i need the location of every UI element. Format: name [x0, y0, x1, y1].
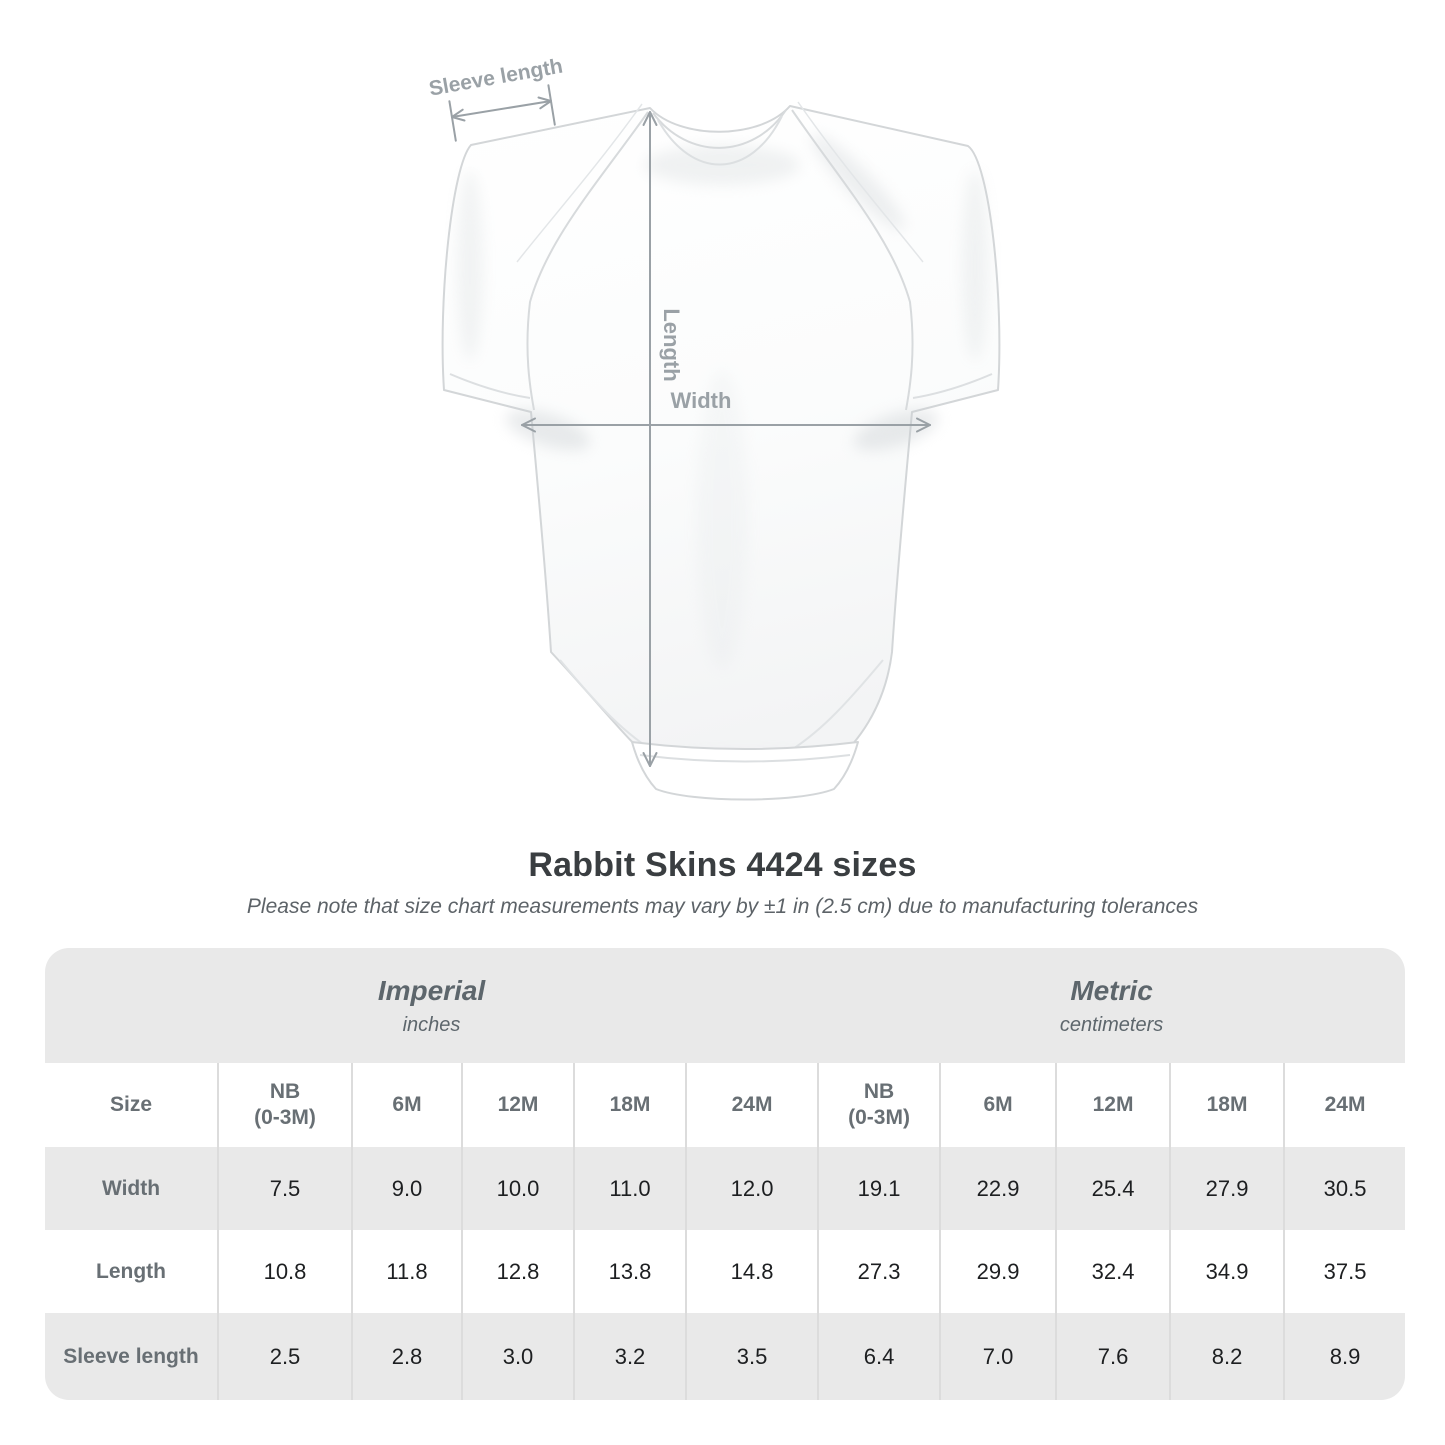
- size-value-cell: 13.8: [573, 1230, 686, 1313]
- row-label-sleeve-length: Sleeve length: [63, 1344, 199, 1368]
- column-header-metric-nb: NB (0-3M): [817, 1063, 941, 1147]
- imperial-group-header: Imperial inches: [45, 948, 819, 1063]
- size-value-cell: 37.5: [1283, 1230, 1405, 1313]
- size-value-cell: 11.0: [573, 1147, 686, 1230]
- size-chart: Imperial inches Metric centimeters Size …: [45, 948, 1405, 1400]
- column-header-row: Size NB (0-3M) 6M 12M 18M 24M NB (0-3M) …: [45, 1063, 1405, 1147]
- size-value-cell: 12.8: [461, 1230, 574, 1313]
- size-value-cell: 27.9: [1169, 1147, 1285, 1230]
- sleeve-length-arrow: [451, 96, 552, 122]
- page-title: Rabbit Skins 4424 sizes: [528, 846, 917, 884]
- size-value-cell: 2.8: [351, 1313, 462, 1400]
- size-value-cell: 30.5: [1283, 1147, 1405, 1230]
- tolerance-note: Please note that size chart measurements…: [246, 895, 1199, 918]
- length-row: Length 10.8 11.8 12.8 13.8 14.8 27.3 29.…: [45, 1230, 1405, 1313]
- size-value-cell: 3.0: [461, 1313, 574, 1400]
- column-header-imperial-6m: 6M: [351, 1063, 462, 1147]
- size-value-cell: 14.8: [684, 1230, 819, 1313]
- right-lap-seam: [791, 109, 914, 411]
- size-value-cell: 2.5: [217, 1313, 352, 1400]
- onesie-diagram-svg: Sleeve length Length Width: [427, 55, 1001, 801]
- size-value-cell: 11.8: [351, 1230, 462, 1313]
- size-value-cell: 22.9: [939, 1147, 1057, 1230]
- sleeve-length-extension-ticks: [448, 84, 556, 142]
- heading-block: Rabbit Skins 4424 sizes Please note that…: [0, 846, 1445, 919]
- size-value-cell: 34.9: [1169, 1230, 1285, 1313]
- column-header-metric-18m: 18M: [1169, 1063, 1285, 1147]
- size-value-cell: 9.0: [351, 1147, 462, 1230]
- size-value-cell: 10.0: [461, 1147, 574, 1230]
- crotch-flap-seam: [639, 754, 851, 763]
- width-row: Width 7.5 9.0 10.0 11.0 12.0 19.1 22.9 2…: [45, 1147, 1405, 1230]
- size-value-cell: 7.5: [217, 1147, 352, 1230]
- row-label-length: Length: [96, 1259, 166, 1283]
- sleeve-length-label: Sleeve length: [427, 55, 564, 101]
- size-value-cell: 6.4: [817, 1313, 941, 1400]
- column-header-metric-24m: 24M: [1283, 1063, 1405, 1147]
- size-value-cell: 10.8: [217, 1230, 352, 1313]
- imperial-unit: inches: [402, 1013, 461, 1036]
- metric-unit: centimeters: [1059, 1013, 1164, 1036]
- column-header-line1: NB: [863, 1079, 895, 1103]
- size-value-cell: 12.0: [684, 1147, 819, 1230]
- imperial-label: Imperial: [377, 974, 486, 1006]
- metric-label: Metric: [1070, 974, 1153, 1006]
- size-chart-table: Imperial inches Metric centimeters Size …: [45, 948, 1405, 1400]
- column-header-line1: NB: [269, 1079, 301, 1103]
- width-label: Width: [671, 388, 732, 413]
- column-header-line2: (0-3M): [848, 1106, 910, 1129]
- column-header-imperial-24m: 24M: [684, 1063, 819, 1147]
- left-lap-binding-seam: [516, 103, 643, 263]
- width-arrow: [521, 417, 931, 433]
- column-header-metric-6m: 6M: [939, 1063, 1057, 1147]
- metric-group-header: Metric centimeters: [818, 948, 1405, 1063]
- column-header-line2: (0-3M): [254, 1106, 316, 1129]
- size-value-cell: 19.1: [817, 1147, 941, 1230]
- size-value-cell: 27.3: [817, 1230, 941, 1313]
- size-value-cell: 32.4: [1055, 1230, 1171, 1313]
- neckband-inner-seam: [657, 115, 783, 166]
- size-value-cell: 3.2: [573, 1313, 686, 1400]
- column-header-imperial-18m: 18M: [573, 1063, 686, 1147]
- size-value-cell: 8.2: [1169, 1313, 1285, 1400]
- row-label-width: Width: [101, 1176, 161, 1200]
- size-value-cell: 7.0: [939, 1313, 1057, 1400]
- length-arrow: [642, 111, 658, 767]
- left-sleeve-hem-seam: [449, 373, 531, 399]
- sleeve-length-row: Sleeve length 2.5 2.8 3.0 3.2 3.5 6.4 7.…: [45, 1313, 1405, 1400]
- garment-figure: Sleeve length Length Width: [427, 55, 1001, 801]
- size-column-header: Size: [109, 1092, 153, 1116]
- crotch-flap: [631, 741, 859, 801]
- size-value-cell: 25.4: [1055, 1147, 1171, 1230]
- left-lap-seam: [526, 111, 649, 411]
- size-value-cell: 29.9: [939, 1230, 1057, 1313]
- column-header-metric-12m: 12M: [1055, 1063, 1171, 1147]
- right-sleeve-hem-seam: [912, 373, 993, 399]
- length-label: Length: [659, 308, 684, 381]
- neckband-outer-seam: [652, 109, 787, 149]
- right-lap-binding-seam: [797, 101, 924, 263]
- column-header-imperial-12m: 12M: [461, 1063, 574, 1147]
- size-value-cell: 3.5: [684, 1313, 819, 1400]
- column-header-imperial-nb: NB (0-3M): [217, 1063, 352, 1147]
- unit-group-row: Imperial inches Metric centimeters: [45, 948, 1405, 1063]
- size-value-cell: 8.9: [1283, 1313, 1405, 1400]
- size-value-cell: 7.6: [1055, 1313, 1171, 1400]
